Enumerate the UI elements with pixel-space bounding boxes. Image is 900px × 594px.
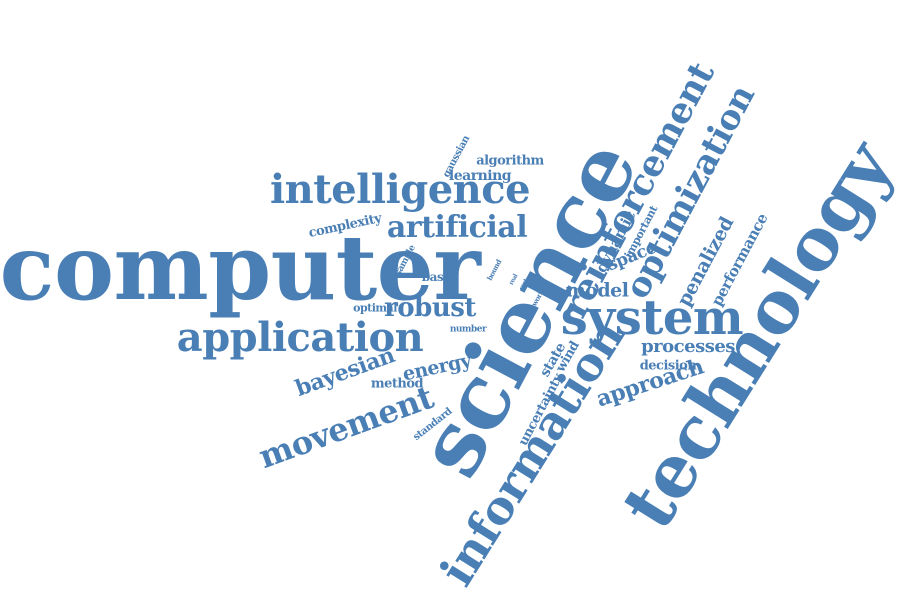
word-optimal: optimal [353, 301, 397, 315]
word-application: application [176, 314, 424, 361]
word-method: method [370, 376, 424, 392]
word-intelligence: intelligence [269, 166, 531, 213]
word-processes: processes [641, 336, 735, 357]
word-based: based [421, 270, 459, 284]
word-artificial: artificial [386, 210, 528, 245]
word-number: number [449, 324, 487, 335]
word-computer: computer [0, 215, 481, 321]
word-system: system [560, 290, 744, 346]
word-learning: learning [448, 168, 512, 184]
word-decision: decision [639, 358, 697, 374]
word-algorithm: algorithm [476, 153, 544, 169]
word-model: model [565, 279, 629, 302]
word-robust: robust [384, 293, 476, 323]
